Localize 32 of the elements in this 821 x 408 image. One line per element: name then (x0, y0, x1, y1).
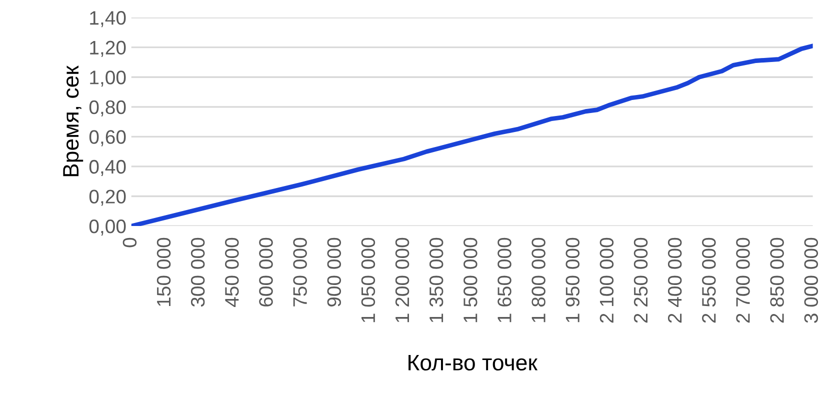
x-tick-label: 900 000 (327, 238, 342, 307)
x-tick-label: 3 000 000 (804, 238, 818, 323)
x-tick-label: 1 200 000 (395, 238, 410, 322)
x-tick-label: 450 000 (225, 238, 239, 307)
x-tick-label: 600 000 (259, 238, 273, 306)
x-tick-label: 0 (122, 238, 137, 248)
x-tick-label: 300 000 (190, 238, 205, 307)
x-tick-label: 1 950 000 (566, 238, 580, 322)
x-tick-label: 2 400 000 (668, 238, 682, 323)
x-tick-label: 750 000 (293, 238, 307, 306)
x-tick-label: 1 650 000 (498, 238, 512, 322)
x-tick-label: 2 550 000 (702, 238, 716, 323)
x-tick-label: 2 700 000 (736, 238, 750, 323)
y-tick-label: 1,20 (90, 40, 126, 57)
x-tick-label: 1 800 000 (532, 238, 546, 322)
x-tick-label: 1 500 000 (464, 238, 478, 322)
y-tick-label: 1,40 (90, 11, 126, 28)
y-tick-label: 0,80 (89, 100, 126, 116)
x-tick-label: 2 850 000 (770, 238, 784, 323)
y-tick-label: 0,60 (89, 130, 126, 146)
y-tick-label: 0,40 (89, 160, 126, 176)
y-tick-label: 0,00 (89, 220, 126, 236)
x-tick-label: 1 350 000 (429, 238, 444, 322)
y-tick-label: 0,20 (89, 190, 126, 206)
x-tick-label: 150 000 (156, 238, 171, 306)
x-axis-title: Кол-во точек (408, 355, 538, 371)
y-tick-label: 1,00 (90, 70, 126, 87)
x-tick-label: 1 050 000 (361, 238, 376, 322)
line-series (131, 44, 813, 226)
x-tick-label: 2 250 000 (634, 238, 648, 323)
x-tick-label: 2 100 000 (600, 238, 614, 323)
y-axis-title: Время, сек (63, 65, 84, 176)
